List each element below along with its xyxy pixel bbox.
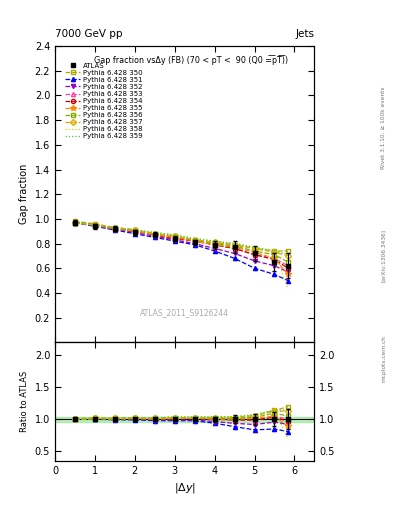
Text: ATLAS_2011_S9126244: ATLAS_2011_S9126244 (140, 308, 229, 317)
Legend: ATLAS, Pythia 6.428 350, Pythia 6.428 351, Pythia 6.428 352, Pythia 6.428 353, P: ATLAS, Pythia 6.428 350, Pythia 6.428 35… (64, 61, 144, 141)
Text: Jets: Jets (296, 29, 314, 39)
Text: Rivet 3.1.10, ≥ 100k events: Rivet 3.1.10, ≥ 100k events (381, 87, 386, 169)
Y-axis label: Gap fraction: Gap fraction (19, 164, 29, 224)
Text: mcplots.cern.ch: mcplots.cern.ch (381, 335, 386, 382)
Bar (55, 417, 314, 422)
Text: [arXiv:1306.3436]: [arXiv:1306.3436] (381, 229, 386, 283)
Text: Gap fraction vsΔy (FB) (70 < pT <  90 (Q0 =͞pT͞)): Gap fraction vsΔy (FB) (70 < pT < 90 (Q0… (94, 55, 288, 65)
Y-axis label: Ratio to ATLAS: Ratio to ATLAS (20, 371, 29, 432)
X-axis label: $|\Delta y|$: $|\Delta y|$ (174, 481, 196, 495)
Text: 7000 GeV pp: 7000 GeV pp (55, 29, 123, 39)
